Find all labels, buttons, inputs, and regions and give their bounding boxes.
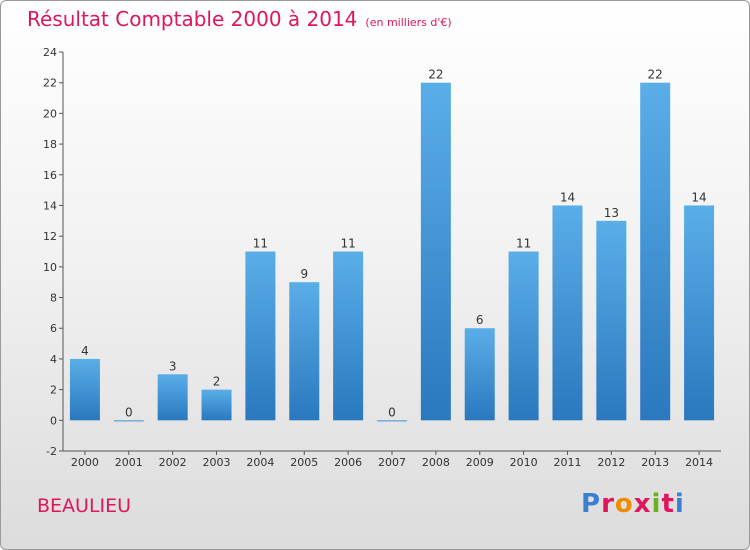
y-tick-label: 10 xyxy=(43,261,57,274)
y-tick-label: 16 xyxy=(43,169,57,182)
x-tick-label: 2011 xyxy=(553,456,581,469)
bar xyxy=(684,205,715,421)
y-tick-label: 12 xyxy=(43,230,57,243)
data-label: 2 xyxy=(213,375,221,389)
data-label: 9 xyxy=(300,267,308,281)
x-tick-label: 2006 xyxy=(334,456,362,469)
bar xyxy=(552,205,583,421)
bar xyxy=(289,282,320,421)
data-label: 0 xyxy=(125,405,133,419)
chart-subtitle: (en milliers d'€) xyxy=(365,16,452,29)
bar xyxy=(508,251,539,421)
logo-letter: i xyxy=(674,489,685,519)
y-tick-label: 2 xyxy=(50,384,57,397)
y-tick-label: 14 xyxy=(43,199,57,212)
y-tick-label: -2 xyxy=(46,445,57,458)
data-label: 22 xyxy=(428,68,443,82)
bar xyxy=(377,420,407,422)
y-tick-label: 22 xyxy=(43,77,57,90)
x-tick-label: 2013 xyxy=(641,456,669,469)
data-label: 11 xyxy=(516,237,531,251)
bar xyxy=(113,420,144,422)
y-tick-label: 0 xyxy=(50,414,57,427)
y-tick-label: 6 xyxy=(50,322,57,335)
bar xyxy=(333,251,364,421)
logo-letter: x xyxy=(633,489,652,519)
proxiti-logo: Proxiti xyxy=(581,489,685,519)
x-tick-label: 2004 xyxy=(246,456,274,469)
x-tick-label: 2001 xyxy=(115,456,143,469)
data-label: 6 xyxy=(476,313,484,327)
logo-letter: P xyxy=(581,489,602,519)
data-label: 3 xyxy=(169,359,177,373)
x-tick-label: 2010 xyxy=(510,456,538,469)
bar xyxy=(245,251,276,421)
logo-letter: r xyxy=(601,489,615,519)
bar xyxy=(69,358,100,421)
logo-letter: i xyxy=(651,489,662,519)
city-name: BEAULIEU xyxy=(37,495,132,517)
y-tick-label: 20 xyxy=(43,107,57,120)
data-label: 11 xyxy=(340,237,355,251)
x-tick-label: 2005 xyxy=(290,456,318,469)
y-tick-label: 24 xyxy=(43,46,57,59)
x-tick-label: 2007 xyxy=(378,456,406,469)
data-label: 4 xyxy=(81,344,89,358)
x-tick-label: 2000 xyxy=(71,456,99,469)
x-tick-label: 2008 xyxy=(422,456,450,469)
x-tick-label: 2009 xyxy=(466,456,494,469)
logo-letter: o xyxy=(614,489,634,519)
chart-title: Résultat Comptable 2000 à 2014 xyxy=(27,7,358,31)
data-label: 11 xyxy=(253,237,268,251)
x-tick-label: 2003 xyxy=(203,456,231,469)
x-tick-label: 2002 xyxy=(159,456,187,469)
bar xyxy=(157,374,188,421)
x-tick-label: 2012 xyxy=(597,456,625,469)
y-tick-label: 4 xyxy=(50,353,57,366)
data-label: 14 xyxy=(691,190,706,204)
x-tick-label: 2014 xyxy=(685,456,713,469)
data-label: 14 xyxy=(560,190,575,204)
bar xyxy=(420,82,451,421)
data-label: 22 xyxy=(648,68,663,82)
y-tick-label: 8 xyxy=(50,292,57,305)
bar xyxy=(201,389,232,421)
bar xyxy=(640,82,671,421)
bar xyxy=(464,328,495,421)
chart-title-block: Résultat Comptable 2000 à 2014 (en millie… xyxy=(27,7,452,31)
bar xyxy=(596,220,627,421)
logo-letter: t xyxy=(661,489,675,519)
data-label: 13 xyxy=(604,206,619,220)
y-tick-label: 18 xyxy=(43,138,57,151)
data-label: 0 xyxy=(388,405,396,419)
